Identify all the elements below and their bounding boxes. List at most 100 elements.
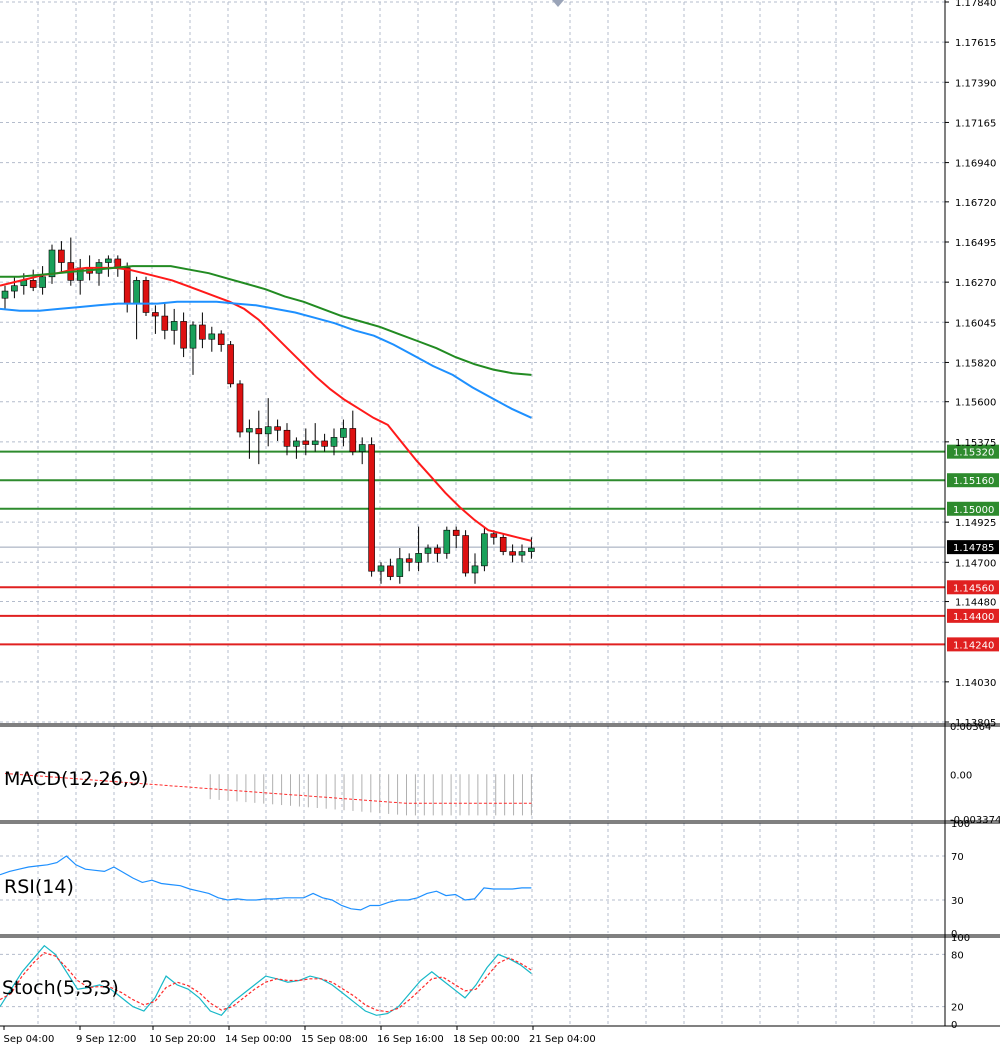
price-levels: 1.15320 1.15160 1.15000 1.14560 1.14400 1.142… (0, 444, 999, 652)
candle-body (264, 426, 272, 435)
x-tick-label: 16 Sep 16:00 (377, 1034, 444, 1045)
stoch-signal-line (0, 952, 532, 1013)
rsi-tick-label: 30 (951, 896, 964, 907)
price-tick-label: 1.14925 (955, 518, 996, 529)
candle-body (246, 428, 253, 433)
level-tag (947, 608, 999, 623)
level-tag-label: 1.15000 (953, 505, 994, 516)
candle-body (39, 276, 46, 288)
moving-averages (0, 265, 532, 542)
stoch-panel (0, 944, 532, 1017)
candle-body (405, 558, 413, 563)
candle-body (29, 280, 37, 288)
price-tick-label: 1.16045 (955, 318, 996, 329)
candle-body (368, 444, 375, 572)
ma-line (0, 266, 532, 542)
candle-body (434, 547, 441, 554)
level-tag-label: 1.14560 (953, 583, 994, 594)
candle-body (1, 290, 9, 299)
candle-body (227, 344, 234, 385)
candle-body (396, 558, 404, 577)
ma-line (0, 265, 532, 376)
price-tick-label: 1.17615 (955, 38, 996, 49)
macd-label: MACD(12,26,9) (4, 768, 148, 790)
candle-body (452, 529, 460, 536)
x-tick-label: 15 Sep 08:00 (301, 1034, 368, 1045)
level-tag (947, 501, 999, 516)
stoch-tick-label: 80 (951, 950, 964, 961)
level-tag-label: 1.15160 (953, 476, 994, 487)
candle-body (518, 551, 526, 556)
candle-body (415, 553, 422, 563)
candle-body (499, 537, 507, 552)
candle-body (58, 249, 65, 263)
price-tick-label: 1.14480 (955, 598, 996, 609)
rsi-panel (0, 855, 532, 911)
candle-body (236, 383, 244, 433)
current-price-label: 1.14785 (953, 543, 994, 554)
candle-body (293, 440, 300, 447)
price-tick-label: 1.17390 (955, 78, 996, 89)
level-tag-label: 1.15320 (953, 448, 994, 459)
candle-body (528, 547, 535, 552)
macd-tick-label: 0.00 (950, 770, 972, 781)
candle-body (387, 565, 394, 577)
candle-body (48, 249, 56, 278)
candle-body (105, 258, 112, 263)
scroll-marker-icon[interactable] (552, 0, 564, 7)
candle-body (340, 428, 347, 438)
candle-body (123, 267, 131, 304)
candle-body (471, 565, 479, 574)
candle-body (283, 429, 291, 447)
chart-grid (0, 1, 945, 1024)
price-tick-label: 1.15375 (955, 438, 996, 449)
macd-panel (4, 773, 532, 816)
candle-body (189, 324, 197, 349)
ma-line (0, 300, 532, 419)
candle-body (142, 280, 150, 313)
stoch-label: Stoch(5,3,3) (2, 977, 119, 999)
price-tick-label: 1.16270 (955, 278, 996, 289)
x-tick-label: 8 Sep 04:00 (0, 1034, 54, 1045)
candle-body (208, 333, 216, 340)
x-tick-label: 21 Sep 04:00 (529, 1034, 596, 1045)
level-tag-label: 1.14240 (953, 640, 994, 651)
candle-body (481, 533, 488, 567)
candle-body (349, 428, 357, 452)
stoch-main-line (0, 944, 532, 1017)
candle-body (443, 529, 451, 554)
level-tag (947, 637, 999, 652)
candle-body (161, 315, 169, 331)
candle-body (490, 533, 498, 538)
candle-body (11, 285, 18, 292)
candle-body (133, 280, 140, 304)
level-tag-label: 1.14400 (953, 612, 994, 623)
price-tick-label: 1.17165 (955, 118, 996, 129)
price-tick-label: 1.16940 (955, 159, 996, 170)
price-tick-label: 1.16495 (955, 238, 996, 249)
macd-signal-line (4, 773, 532, 804)
level-tag (947, 444, 999, 459)
candle-body (358, 444, 366, 452)
candle-body (462, 535, 469, 574)
candle-body (152, 312, 159, 317)
candle-body (424, 547, 432, 554)
price-tick-label: 1.15820 (955, 358, 996, 369)
stoch-tick-label: 100 (951, 933, 970, 944)
candle-body (255, 428, 263, 435)
candle-body (274, 426, 281, 431)
candle-body (302, 440, 310, 445)
candle-body (321, 440, 328, 447)
candle-body (377, 565, 385, 572)
panel-labels: MACD(12,26,9) RSI(14) Stoch(5,3,3) (2, 768, 148, 999)
price-tick-label: 1.17840 (955, 0, 996, 9)
macd-tick-label: 0.00364 (950, 722, 991, 733)
level-tag (947, 580, 999, 595)
x-tick-label: 10 Sep 20:00 (149, 1034, 216, 1045)
rsi-line (0, 855, 532, 911)
candle-body (180, 321, 187, 349)
x-tick-label: 18 Sep 00:00 (453, 1034, 520, 1045)
candle-body (330, 437, 338, 447)
